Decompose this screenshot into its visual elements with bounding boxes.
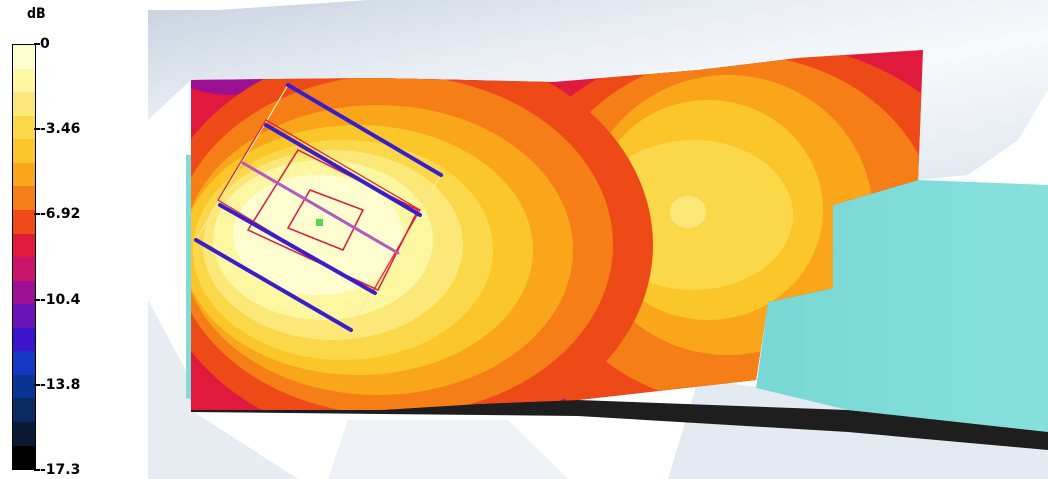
colorbar-tick-mark [34, 298, 40, 301]
colorbar-tick-label: -17.3 [40, 462, 81, 478]
colorbar-tick-label: -6.92 [40, 206, 81, 223]
antenna-bar-4[interactable] [218, 203, 377, 295]
colorbar-band [13, 233, 35, 258]
colorbar-band [13, 92, 35, 116]
colorbar-tick-mark [34, 43, 40, 45]
colorbar-band [13, 374, 35, 399]
phantom-surface-left [148, 300, 298, 479]
phantom-surface-bottom [328, 420, 568, 479]
colorbar-tick-label: -13.8 [40, 376, 81, 393]
colorbar-band [13, 398, 35, 422]
colorbar-tick-mark [34, 128, 40, 131]
colorbar-tick-label: -3.46 [40, 121, 81, 138]
antenna-bar-5[interactable] [194, 238, 353, 332]
colorbar-band [13, 445, 35, 470]
antenna-feed-outline [286, 189, 365, 251]
antenna-array[interactable] [194, 83, 443, 332]
colorbar-band [13, 68, 35, 93]
colorbar-band [13, 139, 35, 163]
shadow-edge [191, 400, 1048, 450]
legend-unit-label: dB [27, 6, 46, 22]
feed-point[interactable] [316, 219, 323, 226]
antenna-bar-1[interactable] [286, 83, 443, 177]
colorbar-band [13, 186, 35, 210]
colorbar-band [13, 45, 35, 69]
colorbar-legend: dB 0 -3.46 -6.92 -10.4 -13.8 -17.3 [0, 0, 148, 479]
field-distribution-scene[interactable] [148, 0, 1048, 479]
colorbar-band [13, 304, 35, 328]
colorbar-band [13, 115, 35, 140]
colorbar-tick-label: -10.4 [40, 291, 81, 308]
phantom-surface-top [148, 0, 1048, 180]
colorbar-tick-label: 0 [40, 36, 50, 52]
colorbar-band [13, 327, 35, 352]
3d-viewport[interactable] [148, 0, 1048, 479]
colorbar-band [13, 209, 35, 234]
colorbar-band [13, 351, 35, 375]
colorbar-band [13, 422, 35, 446]
antenna-bar-3[interactable] [241, 161, 400, 255]
antenna-bar-2[interactable] [264, 123, 422, 217]
colorbar-tick-mark [34, 213, 40, 216]
colorbar-tick-mark [34, 383, 40, 386]
colorbar-band [13, 257, 35, 281]
colorbar-band [13, 280, 35, 305]
colorbar-band [13, 162, 35, 187]
colorbar-tick-mark [34, 469, 40, 471]
cyan-surface [756, 180, 1048, 432]
colorbar [12, 44, 36, 470]
